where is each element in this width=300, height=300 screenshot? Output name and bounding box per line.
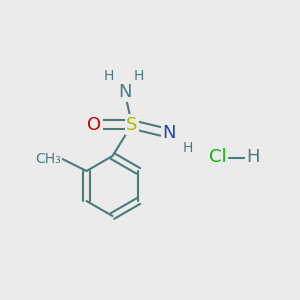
Text: O: O <box>87 116 102 134</box>
Text: N: N <box>118 82 131 100</box>
Text: H: H <box>183 141 193 154</box>
Text: H: H <box>247 148 260 166</box>
Text: H: H <box>134 69 144 82</box>
Text: Cl: Cl <box>209 148 226 166</box>
Text: S: S <box>126 116 138 134</box>
Text: CH₃: CH₃ <box>35 152 61 166</box>
Text: H: H <box>103 69 114 82</box>
Text: N: N <box>163 124 176 142</box>
